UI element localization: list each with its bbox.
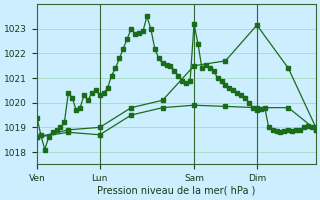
X-axis label: Pression niveau de la mer( hPa ): Pression niveau de la mer( hPa ) bbox=[97, 186, 256, 196]
